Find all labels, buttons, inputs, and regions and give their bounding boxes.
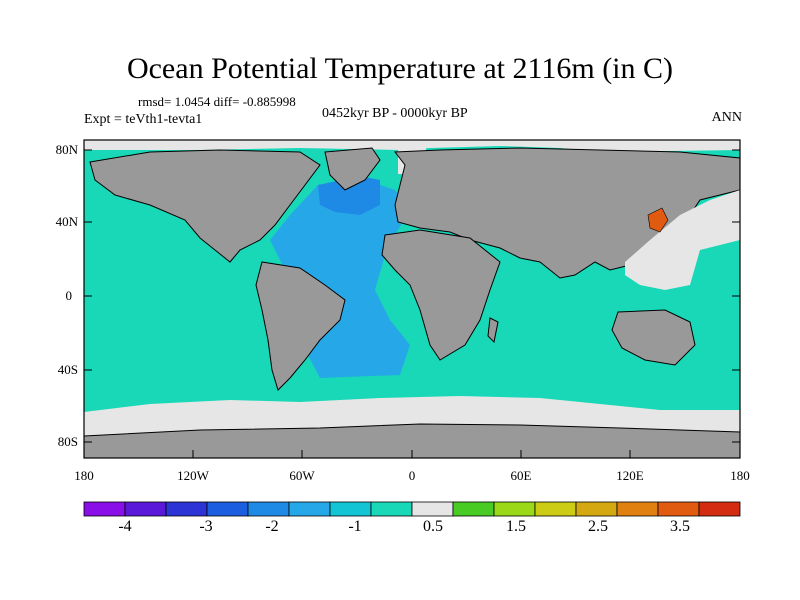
colorbar-swatch [370, 501, 413, 517]
stats-text: rmsd= 1.0454 diff= -0.885998 [138, 94, 296, 109]
lat-label-80n: 80N [56, 142, 79, 157]
lon-label-180w: 180 [74, 468, 94, 483]
colorbar-swatch [206, 501, 249, 517]
colorbar-swatch [493, 501, 536, 517]
lon-label-60e: 60E [511, 468, 532, 483]
colorbar-label: -4 [118, 518, 132, 535]
colorbar-swatch [329, 501, 372, 517]
colorbar-swatch [83, 501, 126, 517]
lon-label-120e: 120E [616, 468, 644, 483]
eurasia [394, 147, 741, 279]
lon-label-60w: 60W [289, 468, 315, 483]
madagascar [487, 317, 499, 344]
colorbar-swatch [247, 501, 290, 517]
colorbar-swatch [124, 501, 167, 517]
colorbar-label: -3 [199, 518, 213, 535]
lat-label-40s: 40S [58, 362, 78, 377]
colorbar-swatch [288, 501, 331, 517]
period-label: 0452kyr BP - 0000kyr BP [322, 106, 468, 121]
colorbar-swatch [657, 501, 700, 517]
plot-title: Ocean Potential Temperature at 2116m (in… [126, 52, 674, 85]
experiment-label: Expt = teVth1-tevta1 [84, 112, 203, 127]
lat-ticks [84, 149, 740, 443]
lon-label-120w: 120W [177, 468, 210, 483]
lon-label-180e: 180 [730, 468, 750, 483]
colorbar-label: 1.5 [506, 518, 526, 535]
colorbar [83, 501, 741, 517]
lon-label-0: 0 [409, 468, 416, 483]
lat-label-80s: 80S [58, 434, 78, 449]
colorbar-label: -1 [348, 518, 362, 535]
land-masses [83, 147, 741, 459]
colorbar-swatch [452, 501, 495, 517]
australia [611, 309, 696, 366]
north-america [89, 149, 321, 263]
season-label: ANN [711, 110, 742, 125]
warm-anomaly-patch [647, 207, 669, 233]
colorbar-label: 2.5 [588, 518, 608, 535]
colorbar-label: 0.5 [423, 518, 443, 535]
colorbar-swatch [616, 501, 659, 517]
greenland [324, 147, 381, 191]
colorbar-swatch [575, 501, 618, 517]
colorbar-label: -2 [265, 518, 279, 535]
colorbar-label: 3.5 [670, 518, 690, 535]
colorbar-swatch [534, 501, 577, 517]
pacific-white-region [625, 190, 740, 290]
lon-ticks [83, 450, 741, 458]
lat-label-0: 0 [66, 288, 73, 303]
africa [381, 229, 501, 361]
colorbar-swatch [411, 501, 454, 517]
lat-label-40n: 40N [56, 214, 79, 229]
colorbar-swatch [165, 501, 208, 517]
north-atlantic-anomaly [318, 176, 380, 215]
colorbar-swatch [698, 501, 741, 517]
south-america [255, 261, 346, 391]
